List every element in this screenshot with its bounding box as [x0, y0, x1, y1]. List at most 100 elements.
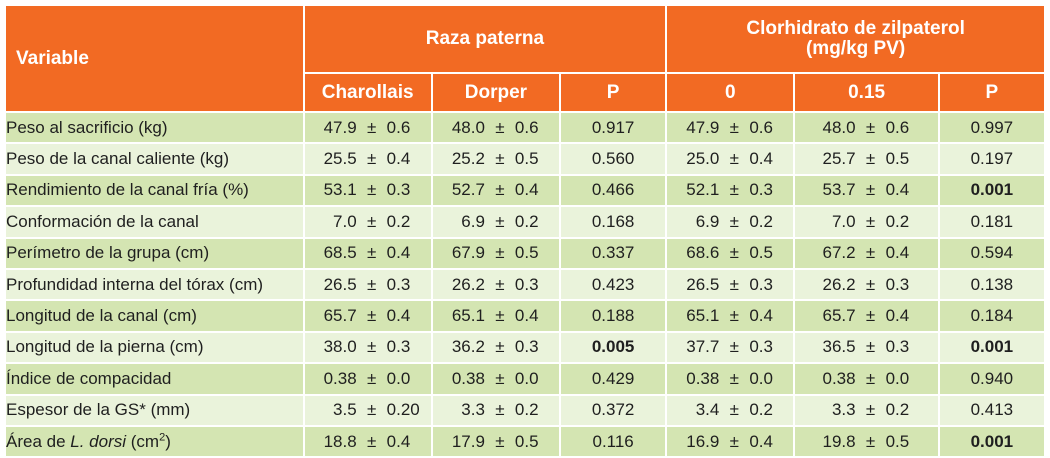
- header-zilpaterol-line2: (mg/kg PV): [805, 38, 906, 59]
- cell-dorper: 17.9 ±0.5: [432, 426, 560, 457]
- mean-value: 38.0: [323, 337, 357, 357]
- cell-charollais: 7.0 ±0.2: [304, 207, 431, 237]
- standard-error: 0.5: [885, 149, 910, 169]
- table-row: Longitud de la pierna (cm) 38.0 ±0.3 36.2 ±0…: [6, 332, 1044, 363]
- mean-value: 0.38: [686, 368, 720, 388]
- standard-error: 0.0: [749, 368, 773, 388]
- standard-error: 0.2: [749, 211, 773, 231]
- plus-minus-sign: ±: [367, 400, 377, 420]
- standard-error: 0.2: [885, 400, 910, 420]
- mean-value: 7.0: [333, 211, 357, 231]
- cell-dorper: 48.0 ±0.6: [432, 113, 560, 143]
- cell-dorper: 65.1 ±0.4: [432, 301, 560, 331]
- standard-error: 0.4: [749, 306, 773, 326]
- plus-minus-sign: ±: [865, 211, 876, 231]
- cell-dorper: 25.2 ±0.5: [432, 144, 560, 174]
- plus-minus-sign: ±: [865, 337, 876, 357]
- plus-minus-sign: ±: [865, 180, 876, 200]
- plus-minus-sign: ±: [729, 431, 739, 451]
- cell-dose-0: 65.1 ±0.4: [667, 301, 794, 331]
- plus-minus-sign: ±: [495, 149, 505, 169]
- standard-error: 0.2: [885, 211, 910, 231]
- mean-value: 0.38: [451, 368, 485, 388]
- cell-p-zilpaterol: 0.001: [939, 426, 1044, 457]
- standard-error: 0.3: [386, 180, 411, 200]
- row-label: Rendimiento de la canal fría (%): [6, 175, 303, 206]
- mean-value: 3.3: [831, 400, 856, 420]
- standard-error: 0.5: [885, 431, 910, 451]
- row-label: Peso al sacrificio (kg): [6, 113, 303, 143]
- header-charollais: Charollais: [304, 74, 431, 111]
- plus-minus-sign: ±: [729, 337, 739, 357]
- table-row: Índice de compacidad 0.38 ±0.0 0.38 ±0.0 0.42…: [6, 364, 1044, 394]
- label-text: (cm: [126, 431, 160, 451]
- mean-value: 65.7: [323, 306, 357, 326]
- plus-minus-sign: ±: [495, 211, 505, 231]
- cell-dorper: 3.3 ±0.2: [432, 395, 560, 425]
- row-label: Área de L. dorsi (cm2): [6, 426, 303, 457]
- plus-minus-sign: ±: [729, 243, 739, 263]
- cell-dose-015: 25.7 ±0.5: [795, 144, 938, 174]
- cell-p-zilpaterol: 0.181: [939, 207, 1044, 237]
- row-label: Profundidad interna del tórax (cm): [6, 269, 303, 300]
- mean-value: 0.38: [323, 368, 357, 388]
- plus-minus-sign: ±: [367, 368, 377, 388]
- standard-error: 0.6: [386, 117, 411, 137]
- plus-minus-sign: ±: [729, 180, 739, 200]
- mean-value: 65.1: [686, 306, 720, 326]
- cell-dorper: 52.7 ±0.4: [432, 175, 560, 206]
- plus-minus-sign: ±: [865, 368, 876, 388]
- carcass-results-table: Variable Raza paterna Clorhidrato de zil…: [4, 4, 1046, 458]
- cell-dose-0: 68.6 ±0.5: [667, 238, 794, 268]
- cell-charollais: 68.5 ±0.4: [304, 238, 431, 268]
- standard-error: 0.0: [386, 368, 411, 388]
- cell-p-zilpaterol: 0.197: [939, 144, 1044, 174]
- cell-p-zilpaterol: 0.594: [939, 238, 1044, 268]
- cell-charollais: 38.0 ±0.3: [304, 332, 431, 363]
- cell-dose-015: 67.2 ±0.4: [795, 238, 938, 268]
- mean-value: 68.6: [686, 243, 720, 263]
- standard-error: 0.4: [386, 431, 411, 451]
- cell-p-raza: 0.372: [561, 395, 666, 425]
- cell-charollais: 47.9 ±0.6: [304, 113, 431, 143]
- standard-error: 0.0: [885, 368, 910, 388]
- cell-dose-015: 0.38 ±0.0: [795, 364, 938, 394]
- standard-error: 0.3: [885, 337, 910, 357]
- plus-minus-sign: ±: [865, 274, 876, 294]
- plus-minus-sign: ±: [495, 368, 505, 388]
- standard-error: 0.5: [514, 243, 539, 263]
- standard-error: 0.5: [749, 243, 773, 263]
- mean-value: 53.7: [822, 180, 856, 200]
- cell-p-zilpaterol: 0.413: [939, 395, 1044, 425]
- cell-charollais: 53.1 ±0.3: [304, 175, 431, 206]
- standard-error: 0.6: [885, 117, 910, 137]
- standard-error: 0.6: [514, 117, 539, 137]
- plus-minus-sign: ±: [865, 400, 876, 420]
- mean-value: 68.5: [323, 243, 357, 263]
- table-row: Espesor de la GS* (mm) 3.5 ±0.20 3.3 ±0.2 0.3…: [6, 395, 1044, 425]
- plus-minus-sign: ±: [729, 274, 739, 294]
- mean-value: 3.5: [333, 400, 357, 420]
- cell-p-zilpaterol: 0.940: [939, 364, 1044, 394]
- cell-dorper: 67.9 ±0.5: [432, 238, 560, 268]
- mean-value: 6.9: [695, 211, 720, 231]
- cell-dorper: 0.38 ±0.0: [432, 364, 560, 394]
- cell-p-raza: 0.116: [561, 426, 666, 457]
- row-label: Peso de la canal caliente (kg): [6, 144, 303, 174]
- table-row: Área de L. dorsi (cm2) 18.8 ±0.4 17.9 ±0.5 0.…: [6, 426, 1044, 457]
- cell-dose-0: 3.4 ±0.2: [667, 395, 794, 425]
- mean-value: 52.1: [686, 180, 720, 200]
- plus-minus-sign: ±: [729, 400, 739, 420]
- cell-charollais: 26.5 ±0.3: [304, 269, 431, 300]
- plus-minus-sign: ±: [865, 306, 876, 326]
- standard-error: 0.4: [386, 243, 411, 263]
- standard-error: 0.0: [514, 368, 539, 388]
- header-p-zilpaterol: P: [939, 74, 1044, 111]
- cell-dose-015: 36.5 ±0.3: [795, 332, 938, 363]
- plus-minus-sign: ±: [865, 243, 876, 263]
- header-dose-015: 0.15: [795, 74, 938, 111]
- table-row: Perímetro de la grupa (cm) 68.5 ±0.4 67.9 ±0…: [6, 238, 1044, 268]
- mean-value: 7.0: [831, 211, 856, 231]
- cell-charollais: 25.5 ±0.4: [304, 144, 431, 174]
- cell-dose-0: 37.7 ±0.3: [667, 332, 794, 363]
